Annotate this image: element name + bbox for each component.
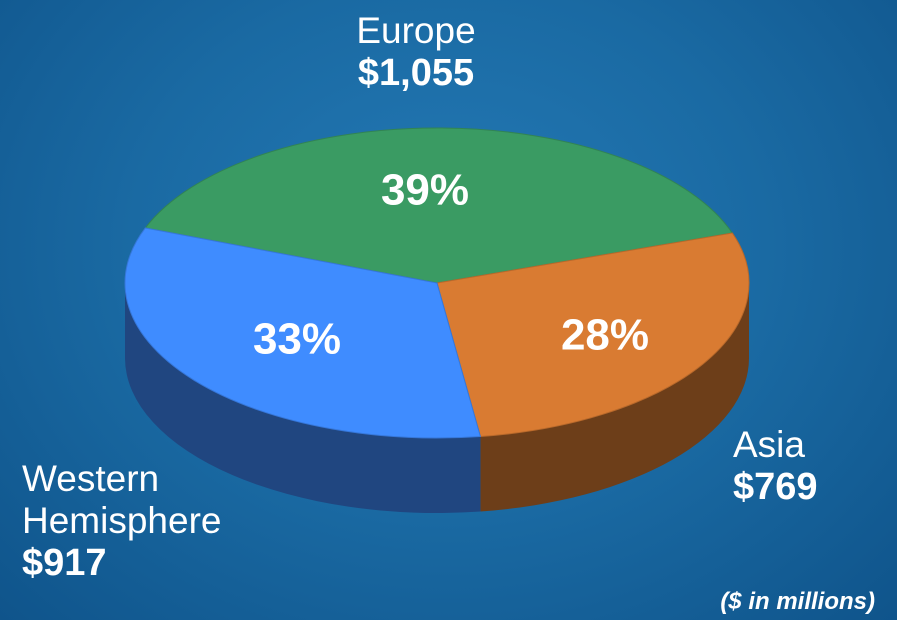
- category-name: Western Hemisphere: [22, 458, 222, 541]
- amount-label: $769: [733, 466, 818, 508]
- value-label: 33%: [253, 315, 341, 364]
- amount-label: $917: [22, 542, 107, 584]
- category-name: Europe: [356, 10, 476, 51]
- category-label: Asia $769: [733, 424, 853, 508]
- slice: [436, 232, 750, 438]
- slice: [124, 227, 482, 439]
- slice: [144, 127, 734, 284]
- slice-side: [480, 283, 749, 512]
- category-name: Asia: [733, 424, 805, 465]
- slice-side: [125, 283, 481, 513]
- category-label: Europe $1,055: [336, 10, 496, 94]
- amount-label: $1,055: [357, 52, 475, 94]
- category-label: Western Hemisphere $917: [22, 458, 292, 584]
- value-label: 39%: [381, 166, 469, 215]
- note: ($ in millions): [720, 588, 875, 615]
- value-label: 28%: [561, 311, 649, 360]
